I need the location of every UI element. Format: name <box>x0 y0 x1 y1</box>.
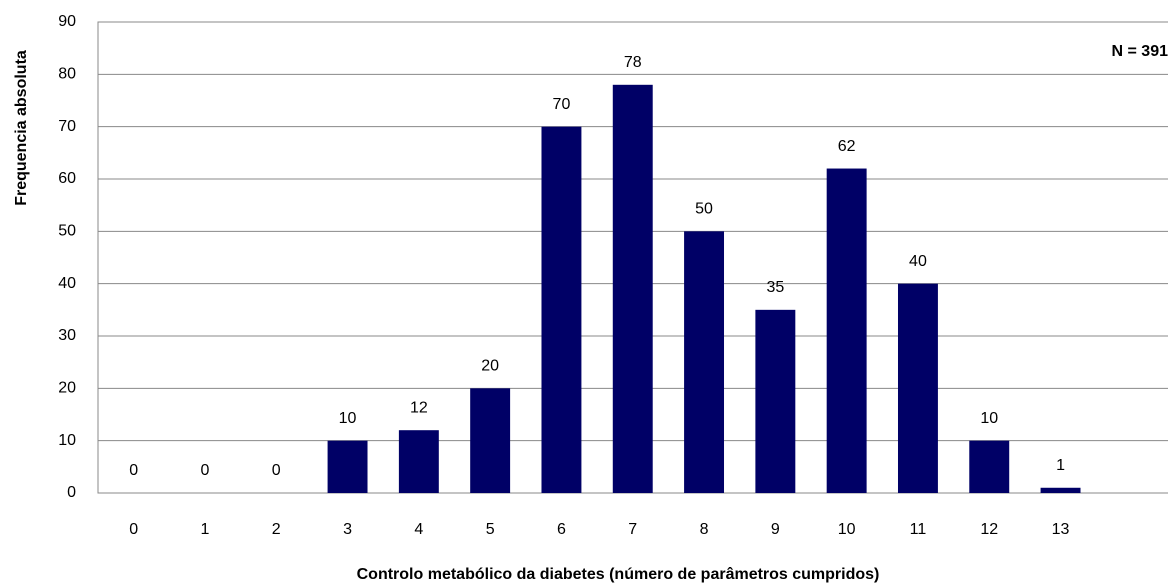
data-label: 20 <box>481 358 499 375</box>
x-tick-label: 2 <box>272 521 281 538</box>
y-tick-label: 70 <box>58 118 76 135</box>
bar <box>398 430 439 493</box>
data-label: 0 <box>129 462 138 479</box>
data-label: 50 <box>695 201 713 218</box>
data-label: 35 <box>766 279 784 296</box>
data-label: 10 <box>980 410 998 427</box>
y-tick-label: 80 <box>58 66 76 83</box>
bar <box>826 168 867 494</box>
data-label: 0 <box>200 462 209 479</box>
x-tick-label: 3 <box>343 521 352 538</box>
data-label: 62 <box>838 138 856 155</box>
x-tick-label: 4 <box>414 521 423 538</box>
bar <box>541 126 582 494</box>
data-label: 12 <box>410 399 428 416</box>
x-tick-label: 12 <box>980 521 998 538</box>
data-label: 40 <box>909 253 927 270</box>
x-axis-label: Controlo metabólico da diabetes (número … <box>357 566 880 583</box>
x-tick-label: 5 <box>486 521 495 538</box>
y-tick-label: 10 <box>58 432 76 449</box>
bar <box>969 440 1010 493</box>
x-tick-label: 7 <box>628 521 637 538</box>
bar <box>684 231 725 494</box>
y-tick-label: 50 <box>58 223 76 240</box>
x-tick-label: 6 <box>557 521 566 538</box>
bar <box>327 440 368 493</box>
bar <box>470 388 511 493</box>
x-tick-label: 1 <box>200 521 209 538</box>
data-label: 78 <box>624 54 642 71</box>
x-tick-label: 10 <box>838 521 856 538</box>
bar <box>755 309 796 493</box>
bar <box>897 283 938 493</box>
data-label: 10 <box>339 410 357 427</box>
y-axis-label: Frequencia absoluta <box>13 50 30 206</box>
y-tick-label: 30 <box>58 327 76 344</box>
bar <box>1040 487 1081 493</box>
y-tick-label: 20 <box>58 380 76 397</box>
y-tick-label: 90 <box>58 13 76 30</box>
annotation: N = 391 <box>1112 43 1168 60</box>
y-tick-label: 60 <box>58 170 76 187</box>
x-tick-label: 0 <box>129 521 138 538</box>
x-tick-label: 8 <box>700 521 709 538</box>
y-tick-label: 40 <box>58 275 76 292</box>
bar <box>612 84 653 494</box>
x-tick-label: 9 <box>771 521 780 538</box>
y-tick-label: 0 <box>67 484 76 501</box>
data-label: 1 <box>1056 457 1065 474</box>
data-label: 0 <box>272 462 281 479</box>
x-tick-label: 13 <box>1052 521 1070 538</box>
x-tick-label: 11 <box>910 521 927 538</box>
data-label: 70 <box>553 96 571 113</box>
